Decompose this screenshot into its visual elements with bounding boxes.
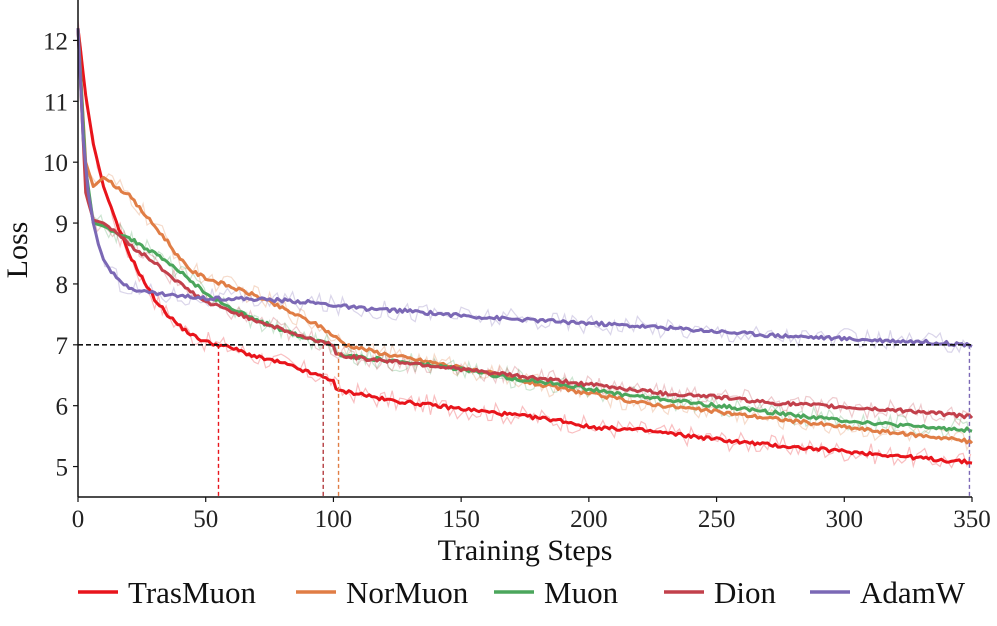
legend-label: NorMuon [346,575,469,610]
series-line-adamw [76,28,973,348]
x-tick-label: 150 [442,506,480,533]
series-line-normuon [76,28,974,445]
legend-item-normuon: NorMuon [296,575,469,610]
y-tick-label: 5 [56,455,69,482]
y-tick-label: 11 [44,89,68,116]
y-tick-label: 12 [43,28,68,55]
raw-trace-trasmuon [77,20,972,469]
series-line-trasmuon [76,28,973,465]
x-tick-label: 250 [698,506,736,533]
legend-label: TrasMuon [128,575,257,610]
axes: 0 50 100 150 200 250 300 350 5 6 7 8 9 10 11 12 [43,0,991,533]
y-axis-label: Loss [1,222,34,279]
y-tick-label: 8 [56,272,69,299]
series-line-muon [76,28,973,433]
y-tick-label: 10 [43,150,68,177]
x-tick-label: 50 [193,506,218,533]
legend-label: Muon [544,575,619,610]
raw-loss-traces [77,20,972,469]
raw-trace-normuon [77,36,972,452]
legend-item-dion: Dion [664,575,777,610]
x-tick-label: 0 [72,506,85,533]
x-axis-label: Training Steps [438,534,613,567]
legend-item-adamw: AdamW [810,575,966,610]
legend-label: Dion [714,575,777,610]
x-tick-label: 300 [826,506,864,533]
legend: TrasMuon NorMuon Muon Dion AdamW [78,575,966,610]
x-tick-label: 200 [570,506,608,533]
legend-item-muon: Muon [494,575,619,610]
legend-item-trasmuon: TrasMuon [78,575,257,610]
threshold-markers [78,344,972,497]
legend-label: AdamW [860,575,966,610]
y-tick-label: 6 [56,394,69,421]
y-tick-label: 9 [56,211,69,238]
smoothed-loss-lines [76,28,974,465]
y-tick-label: 7 [56,333,69,360]
x-tick-label: 100 [315,506,353,533]
series-line-dion [76,28,974,420]
raw-trace-dion [77,27,971,427]
x-tick-label: 350 [953,506,991,533]
